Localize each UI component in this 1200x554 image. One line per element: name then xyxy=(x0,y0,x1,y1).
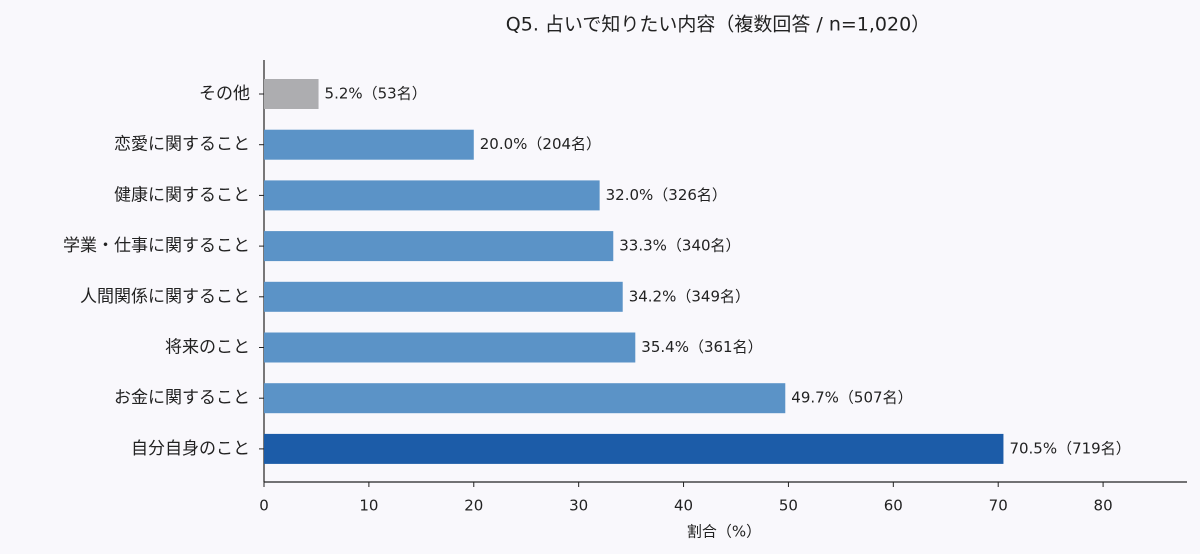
y-tick-label: 健康に関すること xyxy=(114,185,250,205)
value-label: 35.4%（361名） xyxy=(641,338,762,356)
y-tick-label: 人間関係に関すること xyxy=(80,287,250,307)
value-label: 33.3%（340名） xyxy=(619,237,740,255)
x-tick-label: 80 xyxy=(1094,497,1113,515)
x-tick-label: 10 xyxy=(359,497,378,515)
bar xyxy=(264,383,786,414)
x-tick-label: 60 xyxy=(884,497,903,515)
bar xyxy=(264,332,636,363)
y-tick-label: 自分自身のこと xyxy=(131,439,250,459)
x-tick-label: 20 xyxy=(464,497,483,515)
value-label: 34.2%（349名） xyxy=(629,287,750,305)
value-label: 20.0%（204名） xyxy=(480,135,601,153)
y-tick-label: 将来のこと xyxy=(165,338,250,358)
value-label: 32.0%（326名） xyxy=(606,186,727,204)
value-label: 49.7%（507名） xyxy=(791,389,912,407)
bar xyxy=(264,79,319,109)
y-tick-label: 恋愛に関すること xyxy=(114,134,250,155)
x-tick-label: 40 xyxy=(674,497,693,515)
y-tick-label: 学業・仕事に関すること xyxy=(63,236,250,256)
y-tick-label: お金に関すること xyxy=(114,388,250,408)
bar xyxy=(264,180,600,211)
chart-title: Q5. 占いで知りたい内容（複数回答 / n=1,020） xyxy=(506,14,930,36)
y-tick-label: その他 xyxy=(199,84,250,104)
x-tick-label: 0 xyxy=(259,497,269,515)
value-label: 5.2%（53名） xyxy=(325,85,427,103)
bar xyxy=(264,433,1004,464)
bar xyxy=(264,281,623,312)
x-tick-label: 30 xyxy=(569,497,588,515)
x-tick-label: 70 xyxy=(989,497,1008,515)
bar xyxy=(264,231,614,262)
x-tick-label: 50 xyxy=(779,497,798,515)
bar xyxy=(264,129,474,160)
x-axis-label: 割合（%） xyxy=(687,523,761,541)
value-label: 70.5%（719名） xyxy=(1009,439,1130,457)
